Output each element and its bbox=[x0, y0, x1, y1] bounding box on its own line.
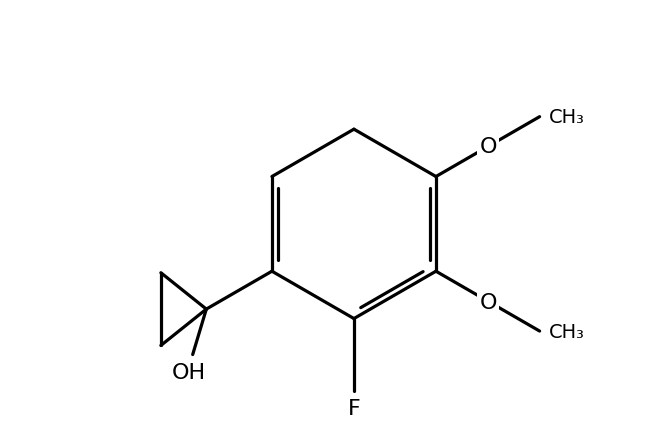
Text: CH₃: CH₃ bbox=[549, 108, 584, 127]
Text: O: O bbox=[480, 137, 497, 157]
Text: O: O bbox=[480, 292, 497, 312]
Text: CH₃: CH₃ bbox=[549, 322, 584, 341]
Text: OH: OH bbox=[172, 362, 206, 382]
Text: F: F bbox=[348, 398, 360, 418]
